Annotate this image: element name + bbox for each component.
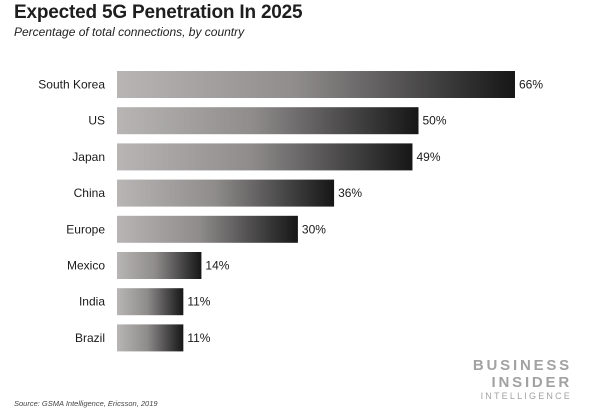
- value-label: 36%: [338, 186, 362, 200]
- value-label: 30%: [302, 222, 326, 236]
- bar: [117, 71, 515, 98]
- value-label: 11%: [187, 331, 210, 345]
- logo-line-2: INSIDER: [491, 374, 572, 391]
- category-label: US: [88, 114, 105, 128]
- value-label: 50%: [423, 114, 447, 128]
- bars-group: South Korea 66% US 50% Japan 49% China 36% Europ…: [38, 71, 543, 352]
- bar: [117, 215, 298, 243]
- category-label: Japan: [72, 150, 105, 164]
- bar: [117, 252, 202, 279]
- category-label: Mexico: [67, 259, 105, 273]
- source-note: Source: GSMA Intelligence, Ericsson, 201…: [14, 399, 158, 408]
- category-label: Europe: [66, 222, 105, 236]
- chart-title: Expected 5G Penetration In 2025: [14, 2, 303, 23]
- logo-line-1: BUSINESS: [472, 357, 572, 374]
- chart-subtitle: Percentage of total connections, by coun…: [14, 25, 245, 39]
- category-label: Brazil: [75, 331, 105, 345]
- category-label: China: [74, 186, 106, 200]
- category-label: South Korea: [38, 78, 105, 92]
- value-label: 14%: [205, 259, 229, 273]
- publisher-logo: BUSINESS INSIDER INTELLIGENCE: [462, 357, 572, 402]
- value-label: 66%: [519, 78, 543, 92]
- value-label: 49%: [416, 150, 440, 164]
- logo-line-3: INTELLIGENCE: [480, 391, 572, 401]
- bar: [117, 107, 419, 135]
- category-label: India: [79, 295, 105, 309]
- bar: [117, 179, 335, 207]
- bar: [117, 324, 184, 352]
- value-label: 11%: [187, 295, 210, 309]
- bar: [117, 288, 184, 316]
- bar: [117, 143, 413, 171]
